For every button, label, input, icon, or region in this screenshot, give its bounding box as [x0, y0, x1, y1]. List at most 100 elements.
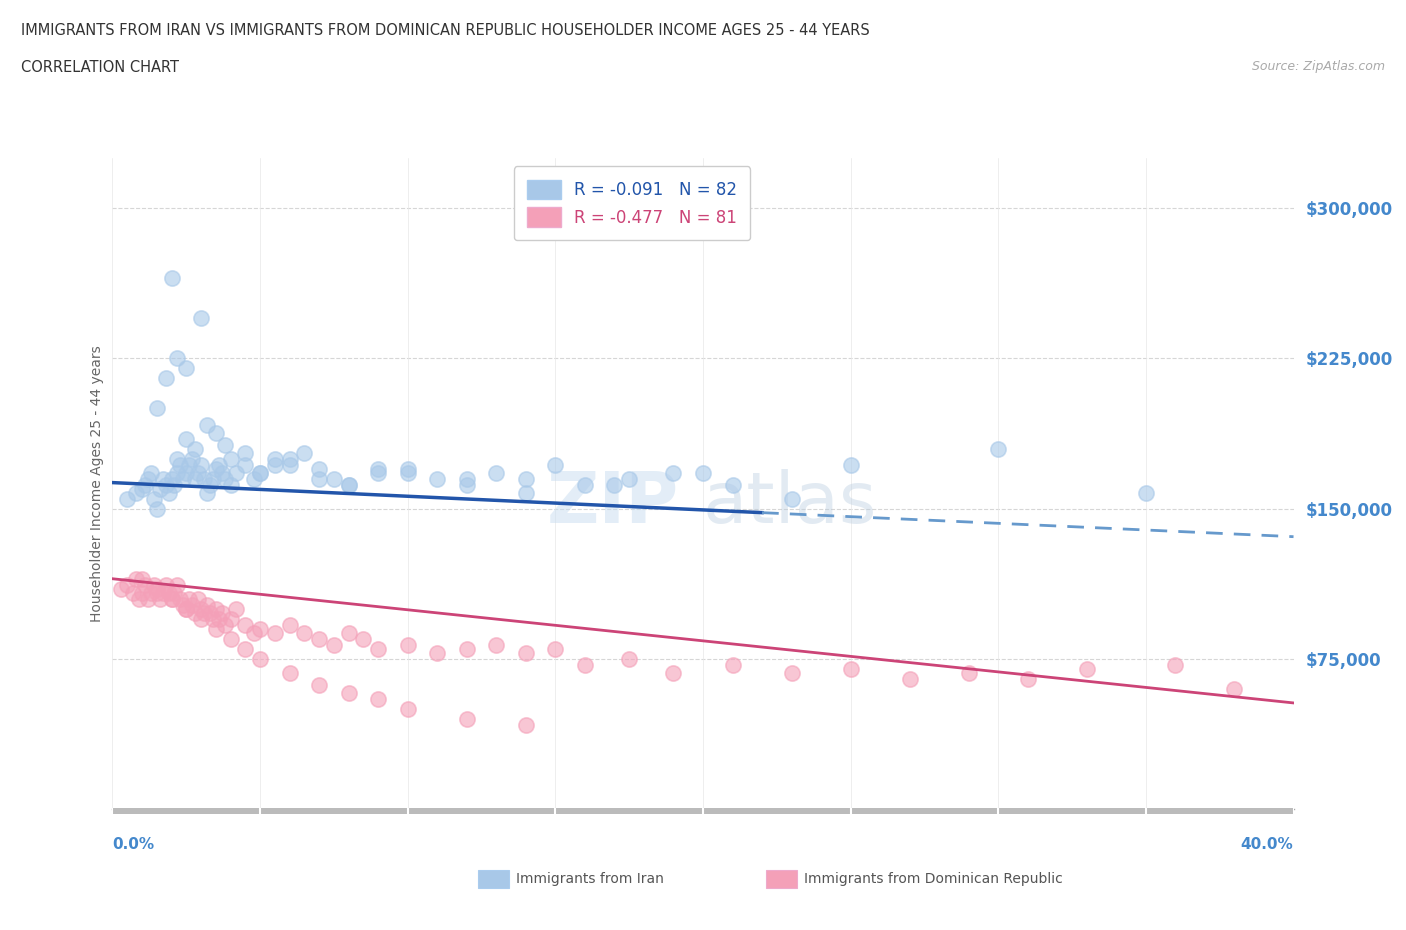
Point	[544, 458, 567, 472]
Point	[367, 465, 389, 480]
Point	[233, 618, 256, 632]
Point	[337, 685, 360, 700]
Text: CORRELATION CHART: CORRELATION CHART	[21, 60, 179, 75]
Point	[839, 661, 862, 676]
Point	[166, 351, 188, 365]
Point	[187, 465, 209, 480]
Point	[166, 451, 188, 466]
Point	[117, 491, 138, 506]
Point	[243, 472, 266, 486]
Point	[396, 465, 419, 480]
Point	[128, 591, 150, 606]
Point	[337, 625, 360, 640]
Point	[134, 477, 156, 492]
Point	[292, 625, 315, 640]
Point	[160, 472, 183, 486]
Point	[146, 581, 169, 596]
Point	[1135, 485, 1157, 500]
Point	[205, 461, 228, 476]
Point	[337, 477, 360, 492]
Point	[179, 458, 201, 472]
Point	[323, 637, 346, 652]
Point	[323, 472, 346, 486]
Point	[396, 637, 419, 652]
Text: IMMIGRANTS FROM IRAN VS IMMIGRANTS FROM DOMINICAN REPUBLIC HOUSEHOLDER INCOME AG: IMMIGRANTS FROM IRAN VS IMMIGRANTS FROM …	[21, 23, 870, 38]
Text: Immigrants from Dominican Republic: Immigrants from Dominican Republic	[804, 871, 1063, 886]
Point	[160, 591, 183, 606]
Point	[1017, 671, 1039, 686]
Point	[184, 472, 207, 486]
Point	[146, 401, 169, 416]
Point	[146, 501, 169, 516]
Point	[125, 571, 148, 586]
Point	[131, 585, 153, 600]
Point	[574, 477, 596, 492]
Point	[195, 417, 218, 432]
Point	[169, 458, 191, 472]
Point	[149, 481, 172, 496]
Text: Source: ZipAtlas.com: Source: ZipAtlas.com	[1251, 60, 1385, 73]
Point	[195, 597, 218, 612]
Point	[1164, 658, 1187, 672]
Point	[208, 611, 231, 626]
Point	[456, 711, 478, 726]
Point	[292, 445, 315, 460]
Point	[155, 371, 177, 386]
Point	[174, 432, 197, 446]
Point	[198, 605, 221, 620]
Text: ZIP: ZIP	[547, 469, 679, 538]
Point	[125, 485, 148, 500]
Point	[184, 605, 207, 620]
Point	[264, 458, 287, 472]
Point	[249, 621, 271, 636]
Point	[337, 477, 360, 492]
Point	[515, 718, 537, 733]
Point	[515, 645, 537, 660]
Point	[396, 461, 419, 476]
Point	[264, 451, 287, 466]
Point	[172, 597, 194, 612]
Point	[211, 465, 233, 480]
Point	[205, 425, 228, 440]
Point	[193, 472, 215, 486]
Point	[131, 481, 153, 496]
Point	[122, 585, 145, 600]
Point	[367, 642, 389, 657]
Point	[152, 472, 174, 486]
Point	[957, 666, 980, 681]
Point	[157, 485, 180, 500]
Point	[352, 631, 374, 646]
Point	[692, 465, 714, 480]
Point	[169, 591, 191, 606]
Y-axis label: Householder Income Ages 25 - 44 years: Householder Income Ages 25 - 44 years	[90, 345, 104, 622]
Point	[214, 472, 236, 486]
Point	[110, 581, 132, 596]
Point	[278, 666, 301, 681]
Point	[190, 311, 212, 325]
Point	[456, 472, 478, 486]
Point	[142, 491, 165, 506]
Point	[136, 591, 159, 606]
Point	[139, 585, 162, 600]
Point	[367, 692, 389, 707]
Point	[155, 477, 177, 492]
Point	[264, 625, 287, 640]
Point	[193, 605, 215, 620]
Point	[205, 602, 228, 617]
Point	[1076, 661, 1098, 676]
Point	[181, 451, 204, 466]
Point	[195, 485, 218, 500]
Point	[396, 701, 419, 716]
Point	[157, 585, 180, 600]
Point	[134, 578, 156, 592]
Point	[544, 642, 567, 657]
Point	[214, 437, 236, 452]
Point	[456, 642, 478, 657]
Point	[485, 465, 508, 480]
Point	[780, 666, 803, 681]
Point	[987, 441, 1010, 456]
Point	[839, 458, 862, 472]
Point	[172, 472, 194, 486]
Point	[721, 658, 744, 672]
Point	[174, 602, 197, 617]
